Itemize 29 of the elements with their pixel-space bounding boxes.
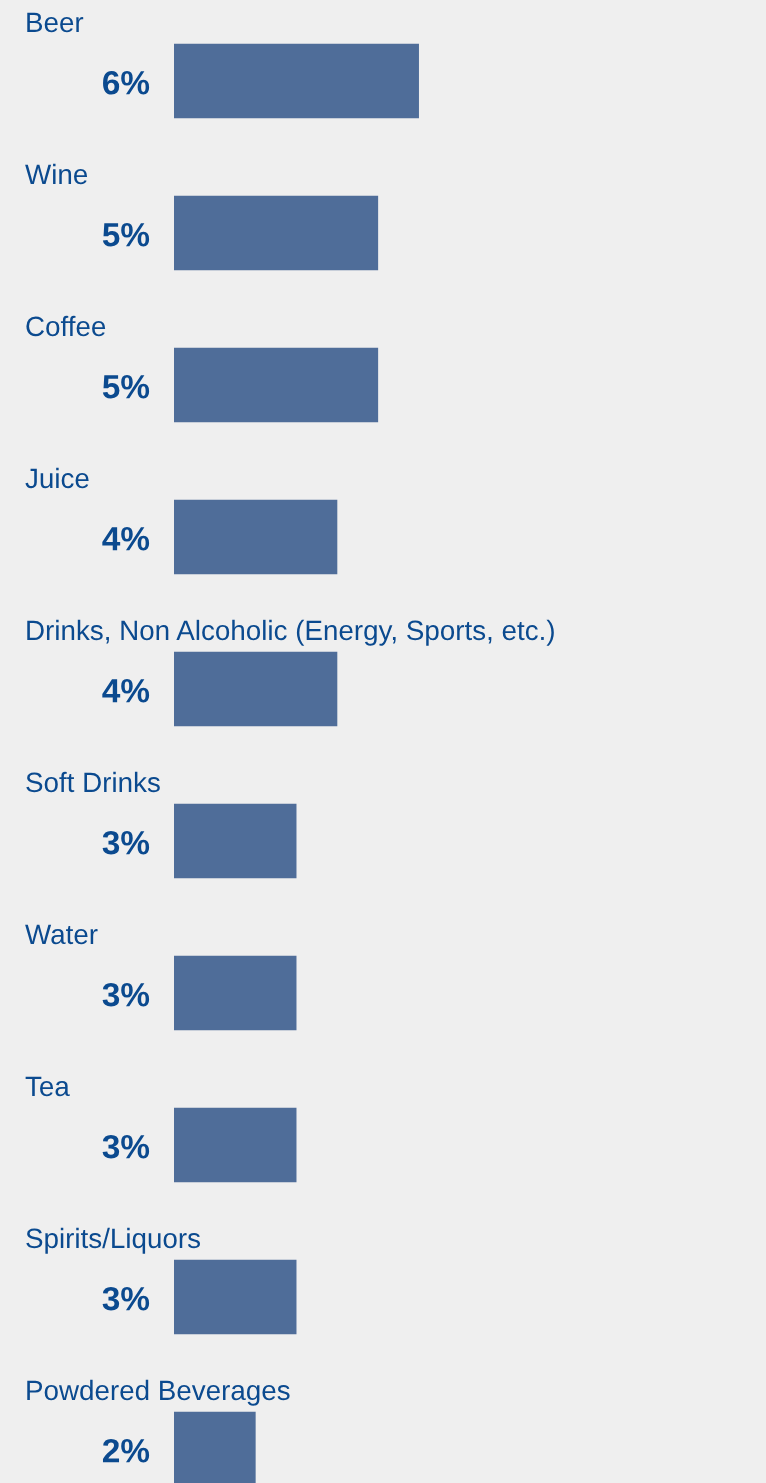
data-label: 6%	[103, 70, 150, 95]
y-tick-label: Wine	[25, 163, 88, 185]
data-label: 3%	[102, 1134, 150, 1159]
bar	[174, 195, 379, 271]
y-tick-label: Juice	[25, 467, 89, 489]
y-tick-label: Coffee	[26, 315, 106, 337]
bar	[174, 499, 338, 575]
data-label: 3%	[102, 830, 150, 855]
y-tick-label: Drinks, Non Alcoholic (Energy, Sports, etc.)	[27, 619, 554, 646]
data-label: 4%	[102, 526, 150, 551]
bar	[174, 43, 419, 119]
bar	[174, 651, 338, 727]
y-tick-label: Soft Drinks	[26, 771, 160, 793]
data-label: 3%	[102, 982, 150, 1007]
bar	[174, 1107, 297, 1183]
data-label: 5%	[102, 374, 150, 399]
y-tick-label: Powdered Beverages	[27, 1379, 290, 1406]
bar	[174, 347, 379, 423]
data-label: 2%	[102, 1438, 150, 1463]
y-tick-label: Water	[25, 924, 98, 945]
bar	[174, 955, 297, 1031]
data-label: 3%	[102, 1286, 150, 1311]
y-tick-label: Tea	[25, 1076, 70, 1097]
data-label: 5%	[102, 222, 150, 247]
data-label: 4%	[102, 678, 150, 703]
y-tick-label: Spirits/Liquors	[26, 1227, 200, 1254]
bar	[174, 803, 297, 879]
bar	[174, 1259, 297, 1335]
y-tick-label: Beer	[27, 12, 84, 33]
